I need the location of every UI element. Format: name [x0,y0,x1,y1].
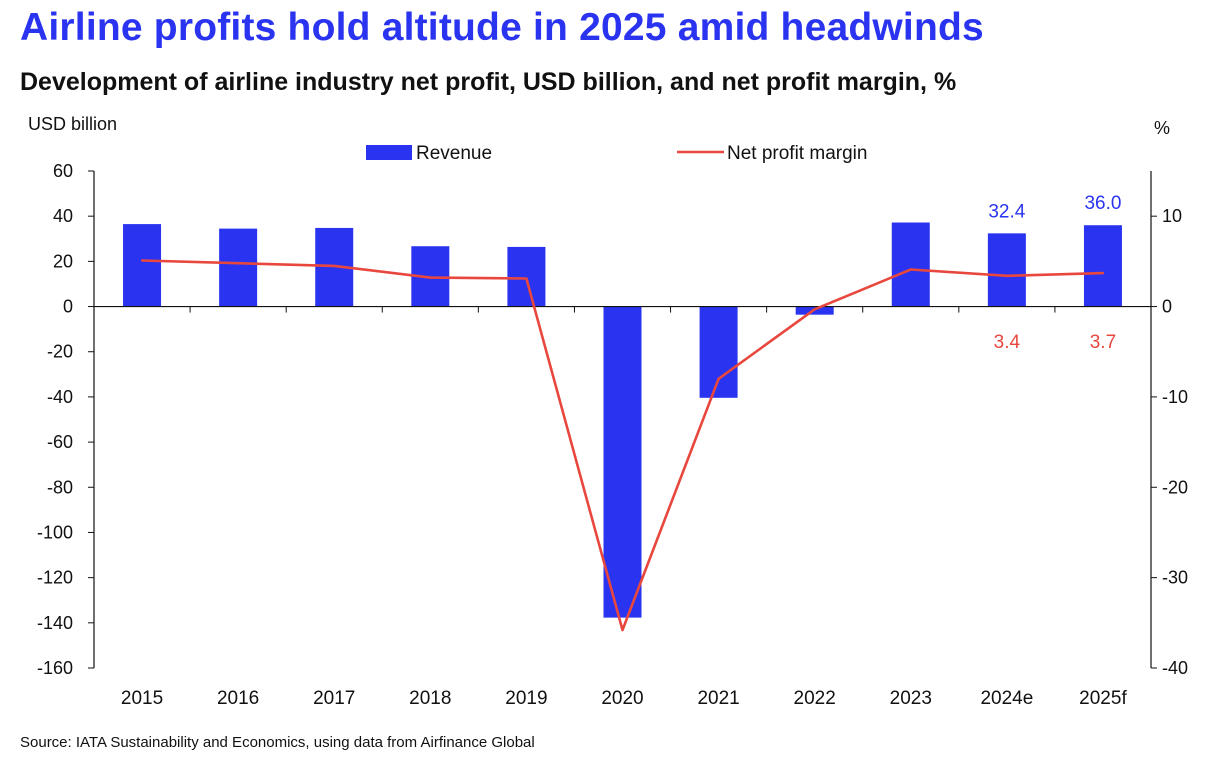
left-tick-label: 60 [53,161,73,181]
x-tick-label: 2017 [313,688,355,709]
x-tick-label: 2015 [121,688,163,709]
line-point-2017 [333,264,336,268]
chart-subtitle: Development of airline industry net prof… [20,68,957,96]
line-point-2024e [1005,274,1009,278]
line-point-2021 [717,377,720,381]
legend-revenue-label: Revenue [416,143,492,164]
bar-2024e [987,233,1026,307]
right-tick-label: 10 [1162,206,1182,226]
right-tick-label: 0 [1162,297,1172,317]
x-tick-label: 2021 [697,688,739,709]
line-series [140,259,1105,632]
line-point-2025f [1101,271,1105,275]
line-point-2016 [236,261,240,265]
right-tick-label: -10 [1162,387,1188,407]
left-axis-title: USD billion [28,114,117,134]
line-point-2019 [525,277,528,280]
bar-data-label: 32.4 [988,201,1025,222]
axes: 60 40 20 0 -20 -40 -60 -80 -100 -120 -140 -160 10 0 -1… [28,114,1188,709]
left-tick-label: -60 [47,432,73,452]
line-point-2023 [909,268,912,271]
bar-2016 [219,228,258,307]
legend-revenue-swatch [366,145,412,160]
line-point-2018 [429,276,432,279]
line-point-2015 [140,259,144,262]
left-tick-label: -100 [37,522,73,542]
left-tick-label: 20 [53,251,73,271]
x-tick-label: 2025f [1079,688,1127,709]
left-tick-label: 0 [63,297,73,317]
labels: Revenue Net profit margin 32.4 36.0 3.4 3.7 [366,143,1121,353]
left-tick-label: -80 [47,477,73,497]
left-tick-label: -120 [37,568,73,588]
right-tick-label: -20 [1162,477,1188,497]
right-tick-label: -30 [1162,568,1188,588]
right-tick-label: -40 [1162,658,1188,678]
line-point-2022 [813,308,816,311]
line-data-label: 3.7 [1090,332,1116,353]
x-tick-label: 2022 [794,688,836,709]
left-tick-label: -160 [37,658,73,678]
bar-2019 [507,246,546,307]
x-tick-label: 2023 [890,688,932,709]
x-tick-label: 2024e [980,688,1033,709]
bar-2021 [699,306,738,398]
left-tick-label: -20 [47,342,73,362]
left-tick-label: 40 [53,206,73,226]
x-tick-label: 2016 [217,688,259,709]
bar-series [123,222,1122,618]
line-point-2020 [621,628,624,632]
left-tick-label: -140 [37,613,73,633]
bar-2023 [891,222,930,307]
x-tick-label: 2019 [505,688,547,709]
x-tick-label: 2020 [601,688,643,709]
x-tick-label: 2018 [409,688,451,709]
right-axis-title: % [1154,118,1170,138]
bar-2020 [603,306,642,618]
legend-margin-label: Net profit margin [727,143,867,164]
bar-2015 [123,224,162,307]
source-note: Source: IATA Sustainability and Economic… [20,734,535,751]
chart-title: Airline profits hold altitude in 2025 am… [20,6,984,49]
left-tick-label: -40 [47,387,73,407]
bar-2025f [1083,225,1122,307]
bar-data-label: 36.0 [1084,193,1121,214]
line-data-label: 3.4 [994,332,1021,353]
